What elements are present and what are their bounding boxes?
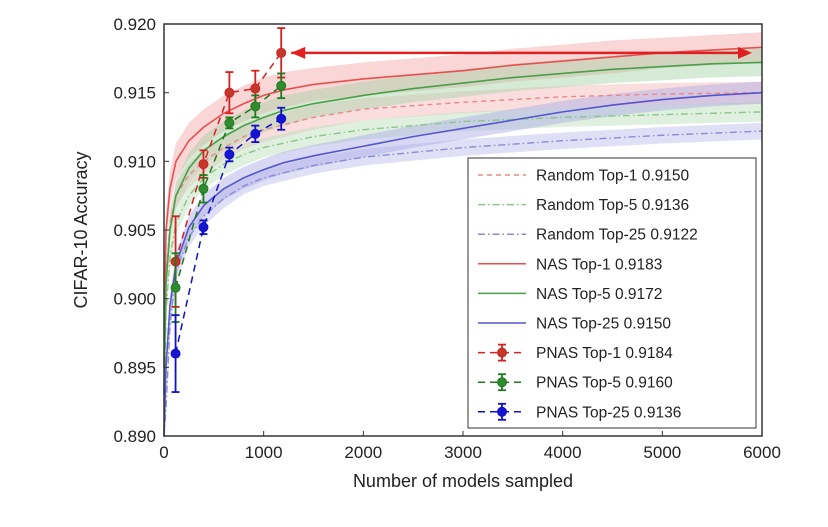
pnas-series [170, 27, 287, 393]
legend-nas-top-1-0-9183-label: NAS Top-1 0.9183 [536, 256, 662, 273]
y-tick-label: 0.890 [113, 427, 156, 446]
nas-top-5-0-9172-line [163, 61, 763, 395]
legend-pnas-top-25-0-9136-marker [497, 406, 507, 417]
y-tick-label: 0.900 [113, 290, 156, 309]
legend-random-top-5-0-9136-label: Random Top-5 0.9136 [536, 197, 689, 214]
x-tick-label: 1000 [245, 443, 283, 462]
annotations [291, 46, 752, 59]
x-tick-label: 0 [159, 443, 168, 462]
x-tick-label: 3000 [444, 443, 482, 462]
pnas-top-1-0-9184-point [250, 83, 261, 94]
pnas-top-5-0-9160-point [224, 117, 235, 128]
pnas-top-25-0-9136-point [224, 149, 235, 160]
pnas-top-1-0-9184-point [276, 47, 287, 58]
nas-top-1-0-9183-line [163, 46, 763, 368]
legend-random-top-25-0-9122-label: Random Top-25 0.9122 [536, 227, 698, 244]
x-tick-label: 4000 [544, 443, 582, 462]
range-arrow-head-right [738, 46, 752, 59]
series-lines [163, 46, 763, 437]
legend: Random Top-1 0.9150 Random Top-5 0.9136 Ra… [467, 157, 757, 429]
y-tick-label: 0.915 [113, 84, 156, 103]
legend-nas-top-25-0-9150-label: NAS Top-25 0.9150 [536, 316, 671, 333]
pnas-top-5-0-9160-point [170, 282, 181, 293]
pnas-top-5-0-9160-point [198, 183, 209, 194]
x-tick-label: 5000 [643, 443, 681, 462]
legend-pnas-top-1-0-9184-label: PNAS Top-1 0.9184 [536, 345, 673, 362]
y-axis-ticks: 0.890 0.895 0.900 0.905 0.910 0.915 0.920 [113, 15, 169, 446]
legend-pnas-top-25-0-9136-label: PNAS Top-25 0.9136 [536, 404, 681, 421]
pnas-top-5-0-9160-point [250, 101, 261, 112]
pnas-top-25-0-9136-point [276, 113, 287, 124]
x-axis-label: Number of models sampled [353, 471, 573, 491]
y-tick-label: 0.895 [113, 358, 156, 377]
legend-pnas-top-5-0-9160-marker [497, 377, 507, 388]
pnas-top-5-0-9160-point [276, 80, 287, 91]
range-arrow-head-left [291, 46, 306, 59]
pnas-top-1-0-9184-point [198, 159, 209, 170]
x-tick-label: 6000 [743, 443, 781, 462]
pnas-top-25-0-9136-point [198, 222, 209, 233]
y-tick-label: 0.910 [113, 152, 156, 171]
legend-random-top-1-0-9150-label: Random Top-1 0.9150 [536, 168, 689, 185]
pnas-top-1-0-9184-line [174, 52, 282, 262]
legend-pnas-top-5-0-9160-label: PNAS Top-5 0.9160 [536, 375, 673, 392]
pnas-top-25-0-9136-point [250, 128, 261, 139]
y-tick-label: 0.905 [113, 221, 156, 240]
random-top-25-0-9122-line [163, 130, 763, 437]
legend-nas-top-5-0-9172-label: NAS Top-5 0.9172 [536, 286, 662, 303]
x-axis-ticks: 0 1000 2000 3000 4000 5000 6000 [159, 431, 781, 462]
pnas-top-25-0-9136-point [170, 348, 181, 359]
legend-pnas-top-1-0-9184-marker [497, 347, 507, 358]
pnas-top-1-0-9184-point [224, 87, 235, 98]
random-top-5-0-9136-line [163, 111, 763, 437]
y-tick-label: 0.920 [113, 15, 156, 34]
x-tick-label: 2000 [344, 443, 382, 462]
random-top-1-0-9150-line [163, 91, 763, 430]
y-axis-label: CIFAR-10 Accuracy [71, 151, 91, 308]
